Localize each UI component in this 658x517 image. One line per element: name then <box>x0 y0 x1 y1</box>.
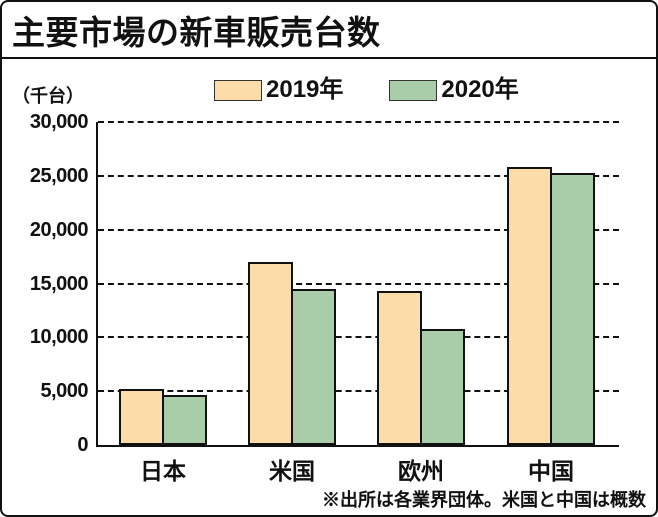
legend-swatch-icon <box>214 79 262 101</box>
x-tick-label-欧州: 欧州 <box>398 458 444 484</box>
y-tick-label-5000: 5,000 <box>40 380 88 403</box>
title-divider <box>2 57 656 59</box>
plot-area <box>96 121 619 447</box>
legend-item-2019年: 2019年 <box>214 78 343 102</box>
gridline-20000 <box>98 228 619 231</box>
y-tick-label-20000: 20,000 <box>29 218 89 241</box>
legend-label: 2019年 <box>266 76 344 103</box>
bar-中国-2019年 <box>507 167 552 445</box>
bar-欧州-2019年 <box>377 291 422 445</box>
legend-label: 2020年 <box>441 76 519 103</box>
y-tick-label-30000: 30,000 <box>29 111 89 133</box>
chart-legend: 2019年 2020年 <box>214 78 519 102</box>
y-tick-label-15000: 15,000 <box>29 272 89 295</box>
gridline-30000 <box>98 121 619 123</box>
gridline-10000 <box>98 336 619 339</box>
page-title: 主要市場の新車販売台数 <box>12 14 381 51</box>
x-tick-label-米国: 米国 <box>269 458 315 484</box>
gridline-25000 <box>98 174 619 177</box>
y-tick-label-0: 0 <box>77 434 88 456</box>
y-axis-unit-label: （千台） <box>12 86 84 106</box>
gridline-15000 <box>98 282 619 285</box>
x-tick-label-中国: 中国 <box>528 458 574 484</box>
bar-米国-2019年 <box>248 262 293 445</box>
y-axis-labels: 0 5,000 10,000 15,000 20,000 25,000 30,000 <box>2 111 90 456</box>
x-tick-label-日本: 日本 <box>140 458 186 484</box>
bar-日本-2020年 <box>162 395 207 445</box>
x-axis-labels: 日本 米国 欧州 中国 <box>98 452 619 484</box>
source-footnote: ※出所は各業界団体。米国と中国は概数 <box>322 490 646 510</box>
legend-item-2020年: 2020年 <box>389 76 519 103</box>
bar-米国-2020年 <box>291 289 336 445</box>
gridline-5000 <box>98 390 619 393</box>
y-tick-label-25000: 25,000 <box>29 164 89 187</box>
y-tick-label-10000: 10,000 <box>29 326 89 349</box>
legend-swatch-icon <box>389 79 438 101</box>
bar-日本-2019年 <box>119 389 164 445</box>
bar-中国-2020年 <box>550 173 595 445</box>
bar-欧州-2020年 <box>420 329 465 445</box>
